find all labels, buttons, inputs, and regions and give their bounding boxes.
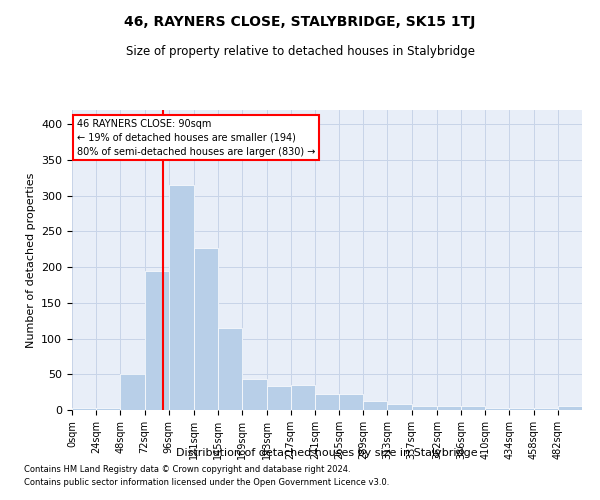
Bar: [412, 406, 437, 410]
Bar: [339, 394, 363, 410]
Bar: [388, 404, 412, 410]
Bar: [218, 328, 242, 410]
Bar: [96, 408, 121, 410]
Text: Contains HM Land Registry data © Crown copyright and database right 2024.: Contains HM Land Registry data © Crown c…: [24, 466, 350, 474]
Text: Distribution of detached houses by size in Stalybridge: Distribution of detached houses by size …: [176, 448, 478, 458]
Bar: [72, 408, 96, 410]
Bar: [315, 394, 339, 410]
Bar: [558, 406, 582, 410]
Text: 46 RAYNERS CLOSE: 90sqm
← 19% of detached houses are smaller (194)
80% of semi-d: 46 RAYNERS CLOSE: 90sqm ← 19% of detache…: [77, 118, 316, 156]
Bar: [461, 406, 485, 410]
Bar: [121, 374, 145, 410]
Bar: [509, 408, 533, 410]
Y-axis label: Number of detached properties: Number of detached properties: [26, 172, 35, 348]
Bar: [363, 400, 388, 410]
Bar: [533, 408, 558, 410]
Bar: [291, 385, 315, 410]
Bar: [485, 408, 509, 410]
Text: Size of property relative to detached houses in Stalybridge: Size of property relative to detached ho…: [125, 45, 475, 58]
Bar: [145, 272, 169, 410]
Text: 46, RAYNERS CLOSE, STALYBRIDGE, SK15 1TJ: 46, RAYNERS CLOSE, STALYBRIDGE, SK15 1TJ: [124, 15, 476, 29]
Text: Contains public sector information licensed under the Open Government Licence v3: Contains public sector information licen…: [24, 478, 389, 487]
Bar: [169, 185, 194, 410]
Bar: [194, 248, 218, 410]
Bar: [266, 386, 291, 410]
Bar: [242, 378, 266, 410]
Bar: [437, 406, 461, 410]
